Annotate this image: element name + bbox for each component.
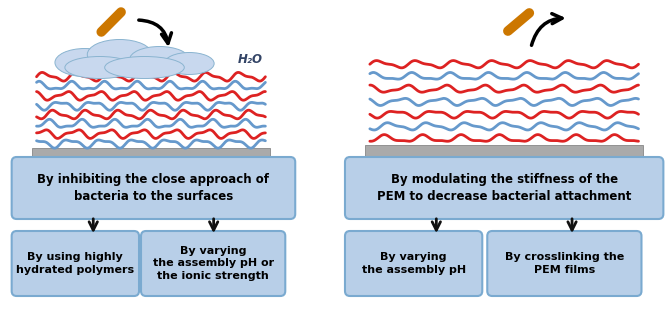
FancyBboxPatch shape (345, 157, 664, 219)
Ellipse shape (87, 40, 152, 70)
Ellipse shape (129, 46, 189, 73)
Text: By modulating the stiffness of the
PEM to decrease bacterial attachment: By modulating the stiffness of the PEM t… (377, 174, 632, 202)
Ellipse shape (164, 53, 214, 75)
FancyBboxPatch shape (11, 157, 295, 219)
Ellipse shape (65, 57, 135, 78)
Text: By using highly
hydrated polymers: By using highly hydrated polymers (16, 252, 135, 275)
Text: H₂O: H₂O (238, 53, 263, 66)
Text: By varying
the assembly pH or
the ionic strength: By varying the assembly pH or the ionic … (153, 246, 273, 281)
Ellipse shape (105, 57, 184, 78)
FancyBboxPatch shape (31, 148, 270, 160)
Text: By inhibiting the close approach of
bacteria to the surfaces: By inhibiting the close approach of bact… (37, 174, 269, 202)
FancyBboxPatch shape (11, 231, 139, 296)
Text: By varying
the assembly pH: By varying the assembly pH (362, 252, 466, 275)
Ellipse shape (55, 48, 115, 77)
FancyBboxPatch shape (488, 231, 642, 296)
FancyBboxPatch shape (141, 231, 285, 296)
FancyBboxPatch shape (365, 145, 644, 157)
FancyBboxPatch shape (345, 231, 482, 296)
Text: By crosslinking the
PEM films: By crosslinking the PEM films (505, 252, 624, 275)
